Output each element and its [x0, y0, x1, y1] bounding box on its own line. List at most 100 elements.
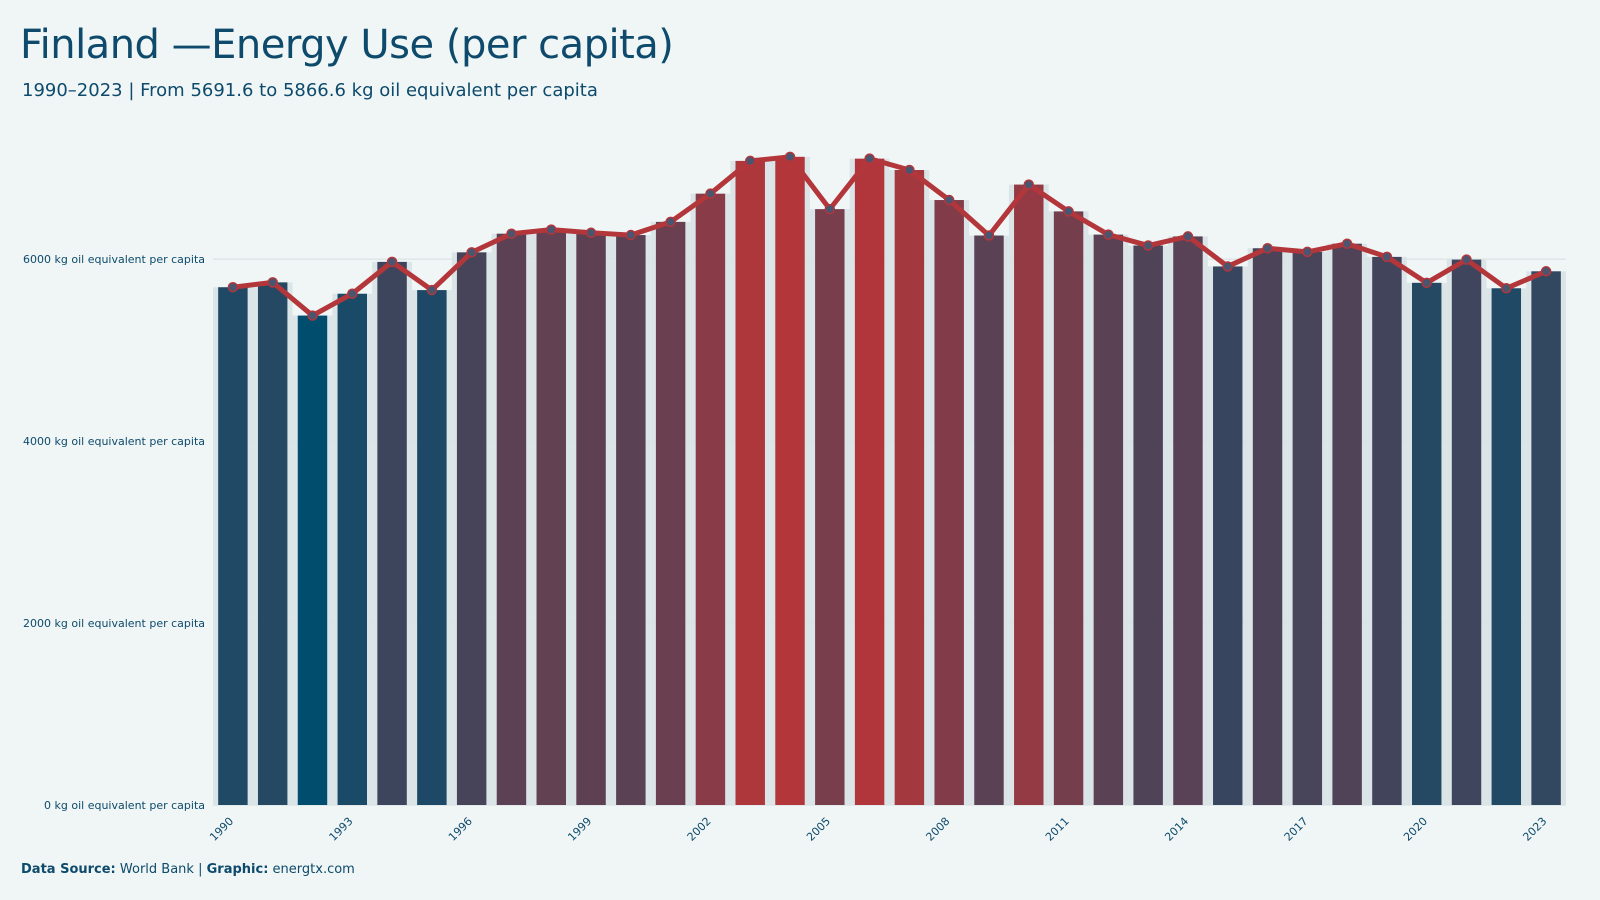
point-2011 — [1063, 206, 1074, 217]
point-2000 — [625, 229, 637, 241]
graphic-value: energtx.com — [272, 862, 355, 877]
bar-2009 — [974, 235, 1004, 805]
point-2023 — [1540, 266, 1552, 277]
bar-1996 — [456, 252, 487, 805]
band-layer — [213, 156, 1566, 806]
point-1993 — [347, 288, 358, 299]
x-tick-label: 2002 — [685, 815, 714, 844]
y-tick-label: 0 kg oil equivalent per capita — [44, 799, 205, 812]
point-2001 — [665, 216, 676, 228]
bar-2007 — [894, 170, 925, 805]
x-tick-label: 1990 — [207, 815, 236, 844]
bar-2012 — [1093, 234, 1124, 805]
point-1998 — [546, 224, 557, 235]
point-2008 — [943, 194, 955, 206]
bar-1993 — [337, 293, 368, 805]
point-2014 — [1182, 231, 1194, 242]
bar-2023 — [1531, 271, 1561, 805]
point-2006 — [864, 153, 875, 164]
point-2015 — [1222, 261, 1233, 272]
bar-2010 — [1014, 184, 1044, 805]
bar-2001 — [655, 221, 686, 806]
bar-1997 — [496, 233, 527, 805]
point-2017 — [1302, 246, 1313, 258]
bar-2013 — [1133, 245, 1163, 806]
bar-1990 — [218, 287, 248, 805]
bar-1998 — [536, 229, 566, 805]
bar-1991 — [257, 282, 288, 805]
point-2021 — [1461, 254, 1472, 265]
x-tick-label: 2023 — [1520, 815, 1549, 844]
point-2004 — [784, 151, 796, 163]
point-2012 — [1103, 229, 1114, 240]
bar-1992 — [297, 315, 328, 805]
bar-2017 — [1292, 251, 1323, 805]
x-tick-label: 1996 — [446, 815, 475, 844]
bar-2002 — [695, 193, 726, 805]
bar-1999 — [576, 232, 606, 805]
point-2007 — [904, 164, 915, 176]
y-tick-label: 6000 kg oil equivalent per capita — [23, 253, 205, 266]
bar-1995 — [417, 290, 447, 805]
x-tick-label: 2017 — [1282, 815, 1311, 844]
source-label: Data Source: — [21, 862, 116, 877]
y-tick-label: 2000 kg oil equivalent per capita — [23, 617, 205, 630]
chart-subtitle: 1990–2023 | From 5691.6 to 5866.6 kg oil… — [22, 80, 598, 101]
point-1992 — [307, 310, 318, 321]
chart-title: Finland —Energy Use (per capita) — [20, 22, 674, 68]
x-tick-label: 2005 — [804, 815, 833, 844]
x-tick-label: 2014 — [1162, 815, 1191, 844]
graphic-label: Graphic: — [206, 862, 269, 877]
bar-2020 — [1411, 282, 1442, 805]
point-2018 — [1341, 238, 1353, 249]
bar-2000 — [616, 235, 646, 805]
point-1990 — [227, 281, 239, 293]
bar-2004 — [775, 156, 805, 805]
point-2005 — [824, 203, 836, 215]
bar-2019 — [1372, 256, 1402, 806]
point-1997 — [506, 228, 517, 239]
bar-2021 — [1451, 259, 1482, 805]
x-axis-labels: 1990 1993 1996 1999 2002 2005 2008 2011 2014 2017… — [207, 815, 1549, 844]
x-tick-label: 2020 — [1401, 815, 1430, 844]
point-2019 — [1381, 251, 1393, 263]
y-tick-label: 4000 kg oil equivalent per capita — [23, 435, 205, 448]
y-axis-labels: 0 kg oil equivalent per capita 2000 kg oi… — [23, 253, 205, 812]
point-2016 — [1262, 243, 1273, 254]
bar-2006 — [854, 158, 885, 806]
footer-separator: | — [198, 862, 203, 877]
x-tick-label: 1999 — [565, 815, 594, 844]
x-tick-label: 2011 — [1043, 815, 1072, 844]
bar-2015 — [1213, 266, 1243, 805]
point-2009 — [983, 230, 995, 241]
bar-layer — [218, 156, 1561, 806]
bar-2003 — [735, 160, 765, 805]
point-2002 — [705, 188, 716, 199]
bar-2022 — [1491, 288, 1522, 805]
chart-footer: Data Source: World Bank | Graphic: energ… — [21, 862, 355, 877]
marker-layer — [227, 151, 1552, 321]
point-2022 — [1501, 283, 1512, 294]
bar-2016 — [1252, 248, 1283, 805]
point-2013 — [1142, 240, 1154, 251]
line-layer — [230, 154, 1549, 319]
point-1991 — [267, 277, 278, 288]
x-tick-label: 1993 — [327, 815, 356, 844]
bar-2014 — [1173, 236, 1203, 806]
point-2020 — [1421, 277, 1432, 289]
point-1995 — [426, 284, 438, 296]
bar-2005 — [815, 209, 845, 805]
bar-2008 — [934, 200, 964, 805]
point-1994 — [386, 256, 398, 268]
point-1996 — [466, 247, 477, 258]
bar-2011 — [1053, 211, 1084, 805]
source-value: World Bank — [119, 862, 194, 877]
point-2003 — [744, 155, 756, 167]
bar-2018 — [1332, 243, 1362, 805]
point-1999 — [585, 227, 597, 239]
point-2010 — [1023, 179, 1035, 190]
x-tick-label: 2008 — [923, 815, 952, 844]
trend-line — [230, 154, 1549, 319]
bar-1994 — [377, 261, 407, 805]
